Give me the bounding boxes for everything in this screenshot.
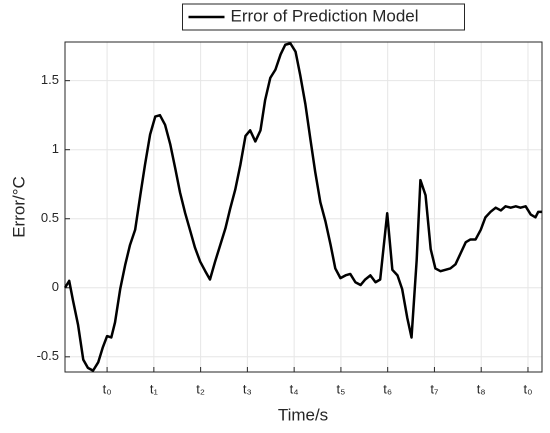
plot-frame: [64, 41, 543, 373]
x-tick-label: t₁: [150, 381, 159, 396]
y-tick-label: 0.5: [41, 210, 59, 225]
x-tick-label: t₈: [477, 381, 486, 396]
legend-label: Error of Prediction Model: [231, 6, 419, 25]
x-tick-label: t₆: [383, 381, 392, 396]
x-axis-label: Time/s: [278, 405, 328, 424]
y-tick-label: 0: [52, 279, 59, 294]
y-tick-label: 1.5: [41, 72, 59, 87]
y-tick-label: 1: [52, 141, 59, 156]
line: [63, 42, 542, 372]
legend-box: [182, 3, 465, 31]
x-tick-label: t₇: [430, 381, 439, 396]
x-tick-label: t₄: [290, 381, 299, 396]
x-tick-label: t₅: [336, 381, 345, 396]
y-axis-label: Error/°C: [9, 176, 28, 238]
x-tick-label: t₀: [523, 381, 532, 396]
y-tick-label: -0.5: [37, 348, 59, 363]
x-tick-label: t₃: [243, 381, 252, 396]
x-tick-label: t₂: [196, 381, 205, 396]
x-tick-label: t₀: [103, 381, 112, 396]
